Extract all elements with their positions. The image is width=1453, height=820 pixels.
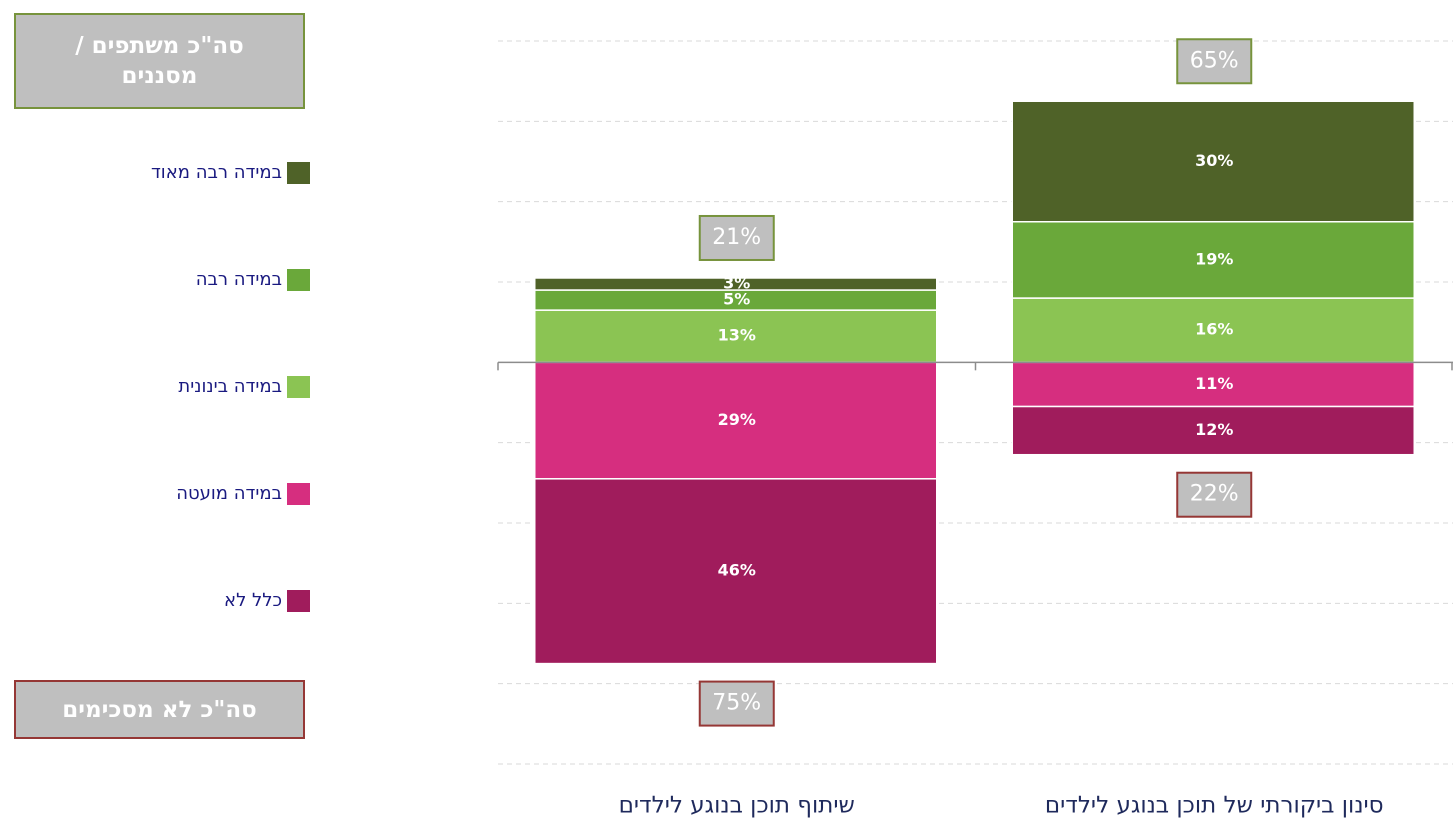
legend-swatch xyxy=(287,162,310,184)
negative-total-box xyxy=(698,680,775,727)
positive-total-box xyxy=(1176,38,1253,85)
x-tick-label: שיתוף תוכן בנוגע לילדים xyxy=(619,793,855,819)
legend-label: במידה מועטה xyxy=(176,483,282,504)
data-label: 3% xyxy=(723,274,750,293)
data-label: 13% xyxy=(718,326,756,345)
x-tick-label: סינון ביקורתי של תוכן בנוגע לילדים xyxy=(1045,793,1384,819)
bar-segment xyxy=(1011,221,1415,299)
data-label: 29% xyxy=(718,410,756,429)
bar-segment xyxy=(1011,361,1415,408)
bar-segment xyxy=(1011,405,1415,456)
data-label: 19% xyxy=(1195,249,1233,268)
legend-label: כלל לא xyxy=(224,590,282,611)
data-label: 46% xyxy=(718,561,756,580)
legend-swatch xyxy=(287,483,310,505)
negative-total-box xyxy=(1176,471,1253,518)
data-label: 11% xyxy=(1195,374,1233,393)
legend-swatch xyxy=(287,269,310,291)
positive-total-label: 65% xyxy=(1190,48,1239,73)
data-label: 30% xyxy=(1195,151,1233,170)
legend-swatch xyxy=(287,376,310,398)
negative-total-legend: סה"כ לא מסכימים xyxy=(14,680,305,739)
negative-total-label: 22% xyxy=(1190,482,1239,507)
bar-segment xyxy=(1011,100,1415,223)
positive-total-box xyxy=(698,214,775,261)
bar-segment xyxy=(534,478,938,665)
data-label: 16% xyxy=(1195,320,1233,339)
positive-total-label: 21% xyxy=(712,225,761,250)
data-label: 5% xyxy=(723,290,750,309)
legend-swatch xyxy=(287,590,310,612)
bar-segment xyxy=(534,309,938,364)
bar-segment xyxy=(534,277,938,291)
legend-label: במידה בינונית xyxy=(178,376,282,397)
data-label: 12% xyxy=(1195,420,1233,439)
legend-label: במידה רבה מאוד xyxy=(151,162,282,183)
positive-total-legend: סה"כ משתפים / מסננים xyxy=(14,13,305,109)
legend-label: במידה רבה xyxy=(196,269,282,290)
bar-segment xyxy=(534,361,938,480)
negative-total-label: 75% xyxy=(712,691,761,716)
